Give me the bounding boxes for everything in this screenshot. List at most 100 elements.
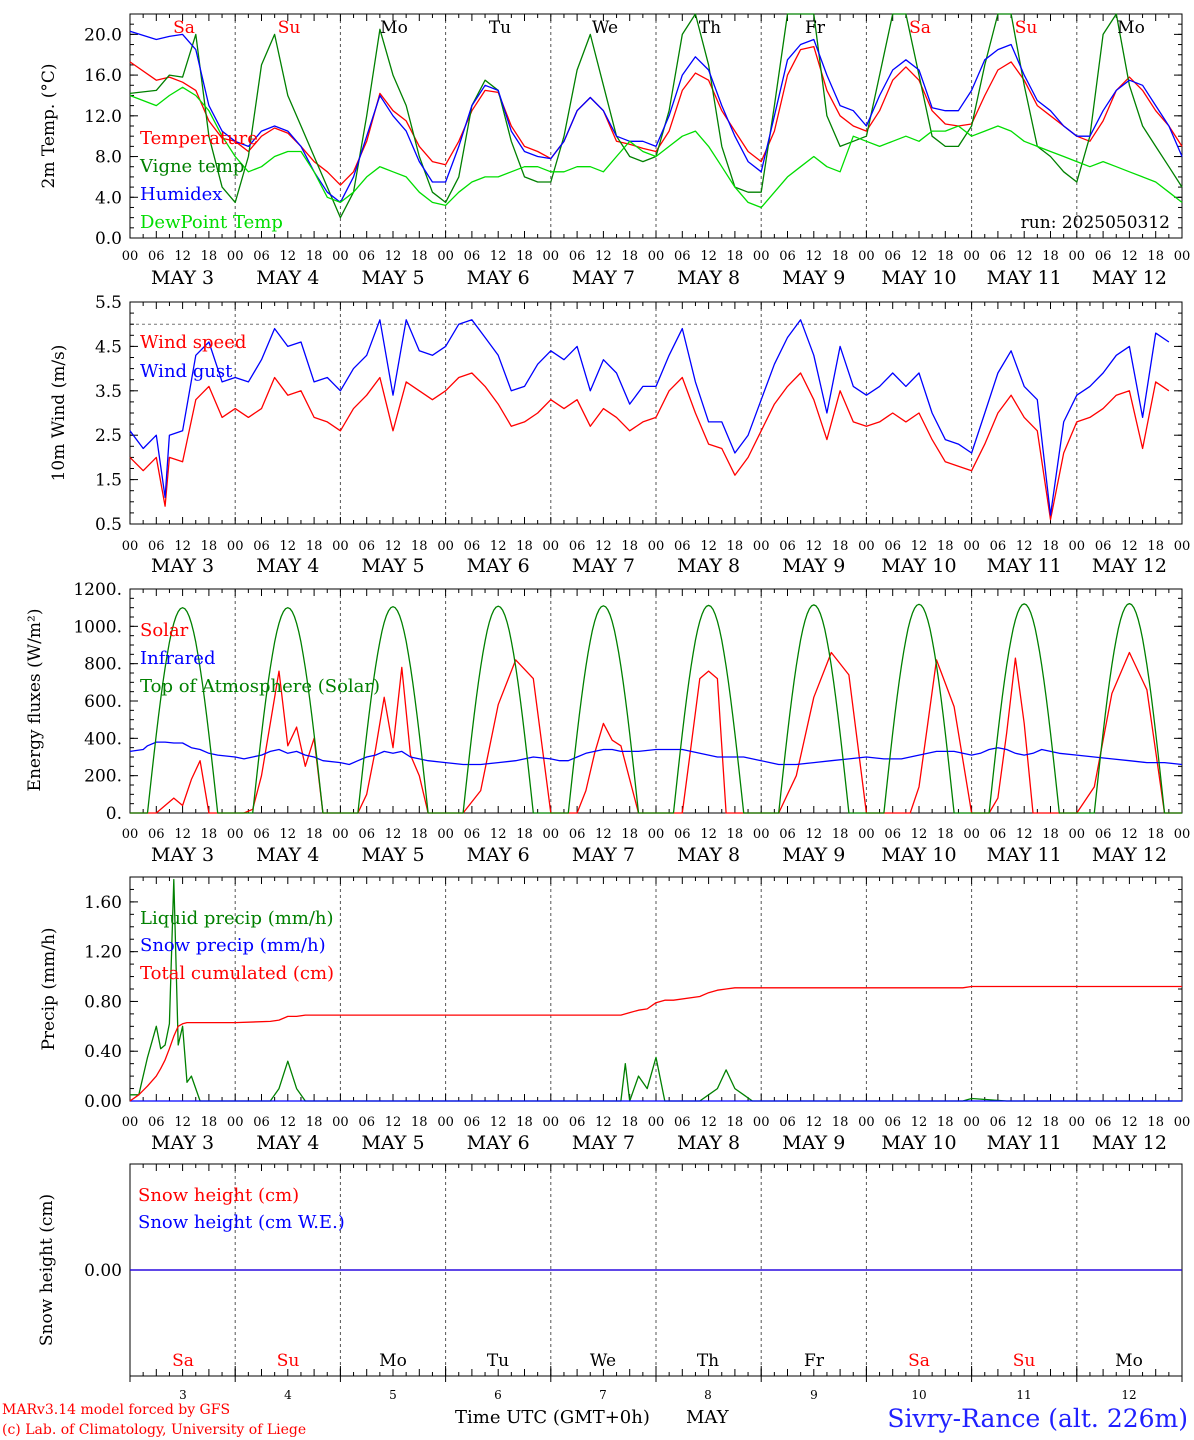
hour-label: 12 bbox=[490, 539, 507, 554]
hour-label: 12 bbox=[806, 1115, 823, 1130]
hour-label: 18 bbox=[1147, 1115, 1164, 1130]
hour-label: 18 bbox=[1147, 249, 1164, 264]
temperature-panel: 0.0 4.0 8.0 12.0 16.0 20.0 Sa Su Mo Tu We Th … bbox=[39, 13, 1183, 249]
hour-label: 12 bbox=[700, 827, 717, 842]
hour-label: 06 bbox=[990, 539, 1007, 554]
hour-label: 12 bbox=[490, 1115, 507, 1130]
hour-label: 00 bbox=[753, 827, 770, 842]
hour-label: 00 bbox=[1069, 539, 1086, 554]
hour-label: 18 bbox=[516, 827, 533, 842]
hour-label: 12 bbox=[385, 249, 402, 264]
hour-label: 06 bbox=[1095, 249, 1112, 264]
hour-label: 06 bbox=[253, 827, 270, 842]
hour-label: 18 bbox=[727, 539, 744, 554]
hour-label: 00 bbox=[1174, 249, 1191, 264]
hour-label: 00 bbox=[437, 1115, 454, 1130]
hour-label: 12 bbox=[595, 827, 612, 842]
date-number: 7 bbox=[599, 1388, 607, 1402]
date-label: MAY 7 bbox=[572, 267, 635, 289]
date-label: MAY 7 bbox=[572, 1132, 635, 1154]
hour-label: 06 bbox=[569, 1115, 586, 1130]
legend-liquid-precip: Liquid precip (mm/h) bbox=[140, 908, 334, 929]
precip-legend: Liquid precip (mm/h) Snow precip (mm/h) … bbox=[140, 908, 334, 984]
date-label: MAY 11 bbox=[987, 1132, 1062, 1154]
hour-label: 12 bbox=[280, 827, 297, 842]
hour-label: 06 bbox=[253, 249, 270, 264]
day-abbr: Tu bbox=[487, 1351, 509, 1371]
hour-label: 18 bbox=[621, 827, 638, 842]
snow-legend: Snow height (cm) Snow height (cm W.E.) bbox=[138, 1185, 345, 1233]
hour-label: 18 bbox=[516, 1115, 533, 1130]
date-label: MAY 7 bbox=[572, 555, 635, 577]
date-number: 10 bbox=[911, 1388, 926, 1402]
date-number: 4 bbox=[284, 1388, 292, 1402]
series-line-wind-gust bbox=[129, 319, 1170, 516]
temperature-x-axis: 00 06 12 18 MAY 3 00 06 12 18 MAY 4 00 06 12 18 MAY 5 0… bbox=[122, 249, 1191, 289]
model-credit: MARv3.14 model forced by GFS bbox=[2, 1402, 230, 1418]
y-tick-label: 600. bbox=[84, 692, 122, 712]
date-label: MAY 11 bbox=[987, 844, 1062, 866]
series-line-total-cumulated-cm- bbox=[129, 985, 1182, 1102]
date-number: 11 bbox=[1016, 1388, 1031, 1402]
day-abbr: Sa bbox=[173, 18, 195, 38]
hour-label: 18 bbox=[937, 827, 954, 842]
day-abbr: We bbox=[590, 1351, 616, 1371]
hour-label: 12 bbox=[280, 539, 297, 554]
hour-label: 18 bbox=[937, 249, 954, 264]
hour-label: 06 bbox=[779, 249, 796, 264]
hour-label: 18 bbox=[411, 539, 428, 554]
date-number: 3 bbox=[179, 1388, 187, 1402]
hour-label: 06 bbox=[464, 249, 481, 264]
hour-label: 18 bbox=[411, 1115, 428, 1130]
hour-label: 06 bbox=[779, 539, 796, 554]
y-tick-label: 800. bbox=[84, 655, 122, 675]
hour-label: 00 bbox=[437, 249, 454, 264]
hour-label: 00 bbox=[122, 539, 139, 554]
hour-label: 06 bbox=[779, 1115, 796, 1130]
precip-panel: 0.00 0.40 0.80 1.20 1.60 Precip (mm/h) Liqui… bbox=[39, 876, 1183, 1112]
run-label: run: 2025050312 bbox=[1021, 213, 1170, 233]
hour-label: 00 bbox=[543, 1115, 560, 1130]
date-label: MAY 3 bbox=[151, 844, 214, 866]
y-tick-label: 0.0 bbox=[95, 229, 122, 249]
hour-label: 12 bbox=[595, 1115, 612, 1130]
hour-label: 12 bbox=[1121, 827, 1138, 842]
hour-label: 12 bbox=[911, 249, 928, 264]
hour-label: 00 bbox=[1174, 827, 1191, 842]
hour-label: 00 bbox=[648, 827, 665, 842]
hour-label: 18 bbox=[1042, 249, 1059, 264]
day-abbr: Fr bbox=[805, 18, 826, 38]
legend-temperature: Temperature bbox=[140, 128, 258, 149]
date-label: MAY 9 bbox=[782, 267, 845, 289]
date-number: 9 bbox=[810, 1388, 818, 1402]
date-label: MAY 12 bbox=[1092, 844, 1167, 866]
hour-label: 06 bbox=[569, 827, 586, 842]
hour-label: 18 bbox=[306, 249, 323, 264]
hour-label: 18 bbox=[621, 1115, 638, 1130]
hour-label: 06 bbox=[358, 539, 375, 554]
hour-label: 18 bbox=[727, 1115, 744, 1130]
hour-label: 00 bbox=[963, 249, 980, 264]
hour-label: 00 bbox=[753, 539, 770, 554]
hour-label: 00 bbox=[858, 1115, 875, 1130]
hour-label: 18 bbox=[832, 827, 849, 842]
legend-snow-height: Snow height (cm) bbox=[138, 1185, 299, 1206]
hour-label: 12 bbox=[1016, 539, 1033, 554]
energy-y-axis-label: Energy fluxes (W/m²) bbox=[25, 609, 45, 792]
hour-label: 00 bbox=[1069, 827, 1086, 842]
legend-wind-speed: Wind speed bbox=[140, 332, 246, 353]
hour-label: 12 bbox=[174, 1115, 191, 1130]
hour-label: 12 bbox=[700, 249, 717, 264]
hour-label: 06 bbox=[148, 1115, 165, 1130]
hour-label: 06 bbox=[569, 539, 586, 554]
date-label: MAY 7 bbox=[572, 844, 635, 866]
hour-label: 00 bbox=[963, 827, 980, 842]
y-tick-label: 0.80 bbox=[84, 992, 122, 1012]
day-abbr: Su bbox=[277, 1351, 300, 1371]
date-label: MAY 5 bbox=[361, 555, 424, 577]
hour-label: 18 bbox=[832, 1115, 849, 1130]
hour-label: 12 bbox=[595, 539, 612, 554]
series-line-dewpoint-temp bbox=[129, 86, 1183, 209]
hour-label: 12 bbox=[1121, 539, 1138, 554]
